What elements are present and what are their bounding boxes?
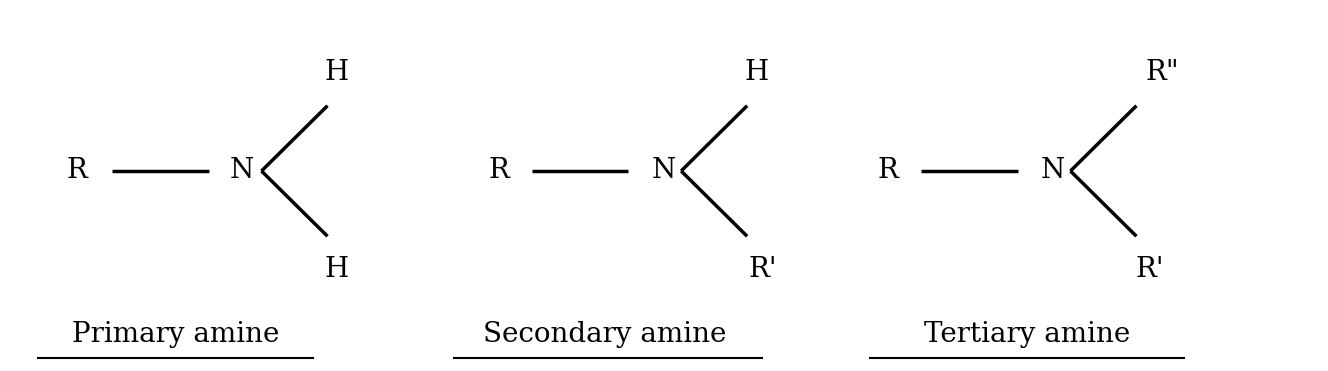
Text: R": R" — [1146, 59, 1179, 86]
Text: N: N — [1041, 158, 1065, 184]
Text: R: R — [66, 158, 88, 184]
Text: H: H — [324, 59, 349, 86]
Text: N: N — [652, 158, 676, 184]
Text: R: R — [489, 158, 510, 184]
Text: Tertiary amine: Tertiary amine — [924, 321, 1130, 348]
Text: R': R' — [1135, 256, 1163, 283]
Text: R': R' — [749, 256, 777, 283]
Text: H: H — [324, 256, 349, 283]
Text: R: R — [878, 158, 899, 184]
Text: Secondary amine: Secondary amine — [483, 321, 726, 348]
Text: H: H — [744, 59, 769, 86]
Text: Primary amine: Primary amine — [72, 321, 279, 348]
Text: N: N — [230, 158, 254, 184]
